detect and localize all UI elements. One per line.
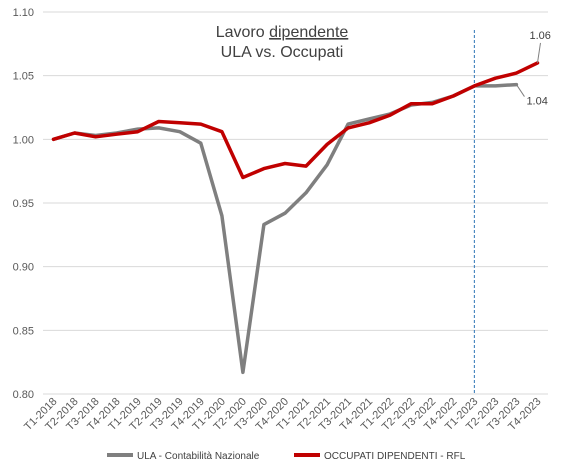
y-tick-label: 1.10 — [13, 7, 34, 19]
annotation-label: 1.06 — [529, 30, 550, 42]
y-tick-label: 1.00 — [13, 134, 34, 146]
annotation-leader — [516, 84, 525, 97]
series-layer — [51, 61, 540, 375]
y-tick-label: 0.90 — [13, 262, 34, 274]
chart-title-underlined: dipendente — [269, 24, 348, 41]
y-tick-label: 0.80 — [13, 389, 34, 401]
series-line-occupati — [51, 61, 540, 180]
legend-label-ula: ULA - Contabilità Nazionale — [137, 451, 260, 462]
annotations: 1.06 1.04 — [516, 30, 551, 108]
y-axis-ticks: 0.80 0.85 0.90 0.95 1.00 1.05 1.10 — [13, 7, 34, 401]
legend: ULA - Contabilità Nazionale OCCUPATI DIP… — [107, 451, 466, 462]
y-tick-label: 1.05 — [13, 71, 34, 83]
x-axis-ticks: T1-2018T2-2018T3-2018T4-2018T1-2019T2-20… — [22, 396, 543, 433]
series-line-ula — [51, 82, 519, 375]
gridlines — [43, 11, 548, 395]
chart-title-plain: Lavoro — [216, 24, 269, 41]
y-tick-label: 0.85 — [13, 325, 34, 337]
chart-title: Lavoro dipendente ULA vs. Occupati — [216, 24, 349, 61]
chart-title-line1: Lavoro dipendente — [216, 24, 349, 41]
y-tick-label: 0.95 — [13, 198, 34, 210]
chart-title-line2: ULA vs. Occupati — [221, 44, 344, 61]
annotation-leader — [536, 42, 541, 64]
annotation-label: 1.04 — [526, 96, 547, 108]
legend-label-occupati: OCCUPATI DIPENDENTI - RFL — [324, 451, 466, 462]
